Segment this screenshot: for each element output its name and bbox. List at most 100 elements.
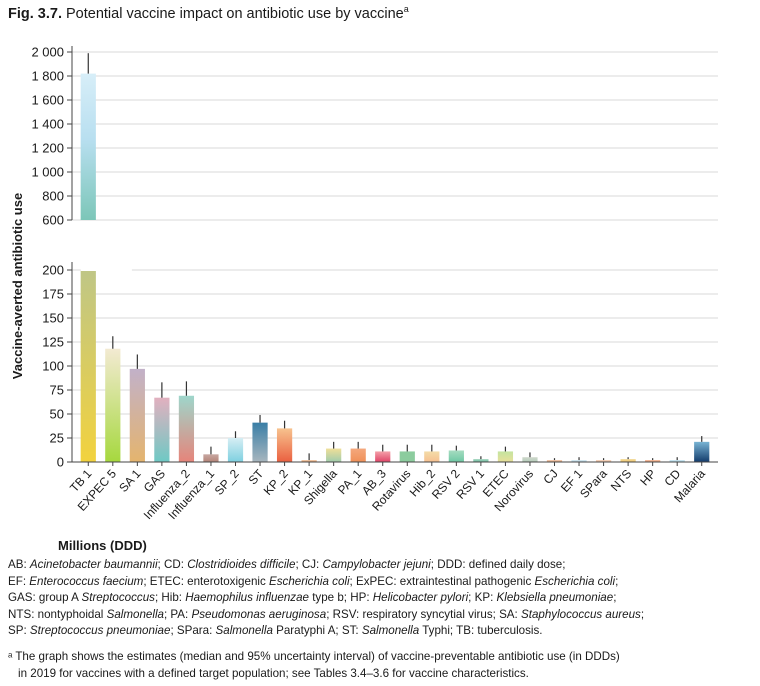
bar-Influenza_2 — [178, 395, 195, 462]
upper-gridlines — [72, 51, 718, 221]
abbrev-segment: ; SPara: — [170, 624, 216, 638]
abbrev-segment: NTS: nontyphoidal — [8, 607, 107, 621]
bar-Shigella — [326, 448, 342, 462]
abbrev-segment: Haemophilus influenzae — [185, 591, 309, 605]
y-tick-label: 1 200 — [31, 141, 64, 156]
x-tick-label: HP — [637, 467, 659, 489]
bar-SA 1 — [129, 368, 145, 462]
abbrev-segment: ; ETEC: enterotoxigenic — [143, 574, 269, 588]
x-tick-label: CJ — [541, 467, 561, 487]
y-tick-label: 800 — [42, 189, 64, 204]
bar-Rotavirus — [399, 451, 415, 462]
bar-KP_2 — [276, 428, 293, 462]
bar-ST — [252, 422, 268, 462]
y-tick-label: 1 400 — [31, 117, 64, 132]
y-tick-label: 1 600 — [31, 93, 64, 108]
x-tick-label: RSV 1 — [453, 466, 487, 501]
x-tick-label: PA_1 — [335, 466, 365, 497]
abbrev-segment: Pseudomonas aeruginosa — [191, 607, 327, 621]
abbrev-segment: Salmonella — [361, 624, 420, 638]
bar-TB 1-upper — [80, 73, 96, 220]
y-tick-label: 100 — [42, 359, 64, 374]
footnote-a-line-2: in 2019 for vaccines with a defined targ… — [18, 666, 529, 680]
bar-PA_1 — [350, 448, 366, 462]
abbrev-segment: Typhi; TB: tuberculosis. — [419, 624, 543, 638]
figure-title-text: Potential vaccine impact on antibiotic u… — [66, 5, 404, 22]
x-tick-label: SPara — [577, 466, 610, 500]
abbrev-segment: Acinetobacter baumannii — [29, 558, 158, 571]
abbrev-segment: Escherichia coli — [534, 574, 616, 588]
y-tick-label: 125 — [42, 335, 64, 350]
axes — [67, 46, 718, 466]
x-tick-label: SP_2 — [212, 466, 242, 497]
abbrev-segment: ; — [613, 591, 617, 605]
abbrev-segment: Staphylococcus aureus — [520, 607, 641, 621]
abbrev-segment: SP: — [8, 624, 30, 638]
bar-SPara — [595, 460, 612, 462]
abbreviations: AB: Acinetobacter baumannii; CD: Clostri… — [8, 557, 752, 640]
figure-label: Fig. 3.7. — [8, 5, 62, 22]
abbrev-segment: ; PA: — [163, 607, 192, 621]
abbrev-line-2: EF: Enterococcus faecium; ETEC: enteroto… — [8, 574, 752, 591]
bar-CJ — [546, 460, 563, 462]
abbrev-segment: Salmonella — [106, 607, 164, 621]
y-tick-label: 150 — [42, 311, 64, 326]
abbrev-segment: Escherichia coli — [269, 574, 350, 588]
abbrev-segment: type b; HP: — [308, 591, 373, 605]
y-tick-label: 1 800 — [31, 69, 64, 84]
abbrev-segment: Clostridioides difficile — [187, 558, 296, 571]
abbrev-line-5: SP: Streptococcus pneumoniae; SPara: Sal… — [8, 623, 752, 640]
abbrev-segment: Helicobacter pylori — [372, 591, 469, 605]
bars — [80, 73, 710, 462]
abbrev-segment: Klebsiella pneumoniae — [496, 591, 614, 605]
bar-NTS — [620, 459, 636, 462]
abbrev-segment: ; Hib: — [154, 591, 186, 605]
abbrev-segment: Streptococcus pneumoniae — [29, 624, 171, 638]
y-tick-label: 0 — [57, 455, 64, 470]
x-tick-label: SA 1 — [116, 466, 144, 494]
y-tick-label: 175 — [42, 287, 64, 302]
bar-Norovirus — [522, 457, 538, 462]
y-tick-label: 1 000 — [31, 165, 64, 180]
x-axis-label: Millions (DDD) — [58, 538, 147, 553]
bar-Hib_2 — [424, 451, 440, 462]
x-tick-label: NTS — [608, 467, 634, 494]
abbrev-segment: AB: — [8, 558, 30, 571]
abbrev-segment: Enterococcus faecium — [29, 574, 144, 588]
y-tick-label: 75 — [50, 383, 64, 398]
bar-AB_3 — [375, 451, 391, 462]
bar-RSV 2 — [448, 450, 464, 462]
y-tick-label: 50 — [50, 407, 64, 422]
x-tick-label: KP_2 — [261, 466, 291, 497]
bar-EF 1 — [571, 460, 587, 462]
error-bars — [87, 53, 703, 461]
tick-labels: 600 800 1 000 1 200 1 400 1 600 1 800 2 000 0 25 5… — [31, 45, 64, 470]
footnotes: AB: Acinetobacter baumannii; CD: Clostri… — [8, 557, 752, 682]
bar-EXPEC 5 — [105, 348, 121, 462]
bar-KP_1 — [301, 460, 317, 462]
abbrev-segment: ; RSV: respiratory syncytial virus; SA: — [326, 607, 521, 621]
bar-TB 1 — [80, 270, 96, 462]
bar-CD — [669, 460, 685, 462]
abbrev-segment: ; CJ: — [295, 558, 323, 571]
y-tick-label: 2 000 — [31, 45, 64, 60]
abbrev-line-1: AB: Acinetobacter baumannii; CD: Clostri… — [8, 557, 752, 574]
bar-SP_2 — [227, 438, 244, 462]
abbrev-segment: ; ExPEC: extraintestinal pathogenic — [349, 574, 535, 588]
abbrev-line-4: NTS: nontyphoidal Salmonella; PA: Pseudo… — [8, 607, 752, 624]
bar-RSV 1 — [473, 459, 489, 462]
abbrev-segment: Streptococcus — [81, 591, 155, 605]
abbrev-segment: ; — [640, 607, 645, 621]
y-tick-label: 25 — [50, 431, 64, 446]
bar-chart: 600 800 1 000 1 200 1 400 1 600 1 800 2 000 0 25 5… — [10, 45, 718, 520]
footnote-a-line-1: ᵃ The graph shows the estimates (median … — [8, 649, 620, 663]
abbrev-segment: GAS: group A — [8, 591, 82, 605]
y-axis-label: Vaccine-averted antibiotic use — [10, 193, 25, 379]
bar-HP — [645, 460, 661, 462]
abbrev-segment: ; CD: — [157, 558, 188, 571]
bar-GAS — [154, 397, 170, 462]
bar-ETEC — [497, 451, 514, 462]
abbrev-segment: Campylobacter jejuni — [322, 558, 431, 571]
y-tick-label: 200 — [42, 263, 64, 278]
